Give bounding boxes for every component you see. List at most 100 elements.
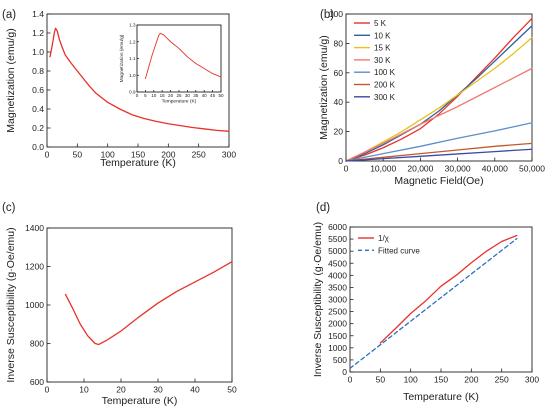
panel-d: 0 50 100 150 200 250 3000500100015002000250030… <box>312 202 539 403</box>
legend-label: 100 K <box>374 68 396 77</box>
y-tick-label: 1000 <box>328 343 347 353</box>
legend-label: 10 K <box>374 31 391 40</box>
x-tick-label: 50 <box>376 375 386 385</box>
series-line-5k <box>345 17 533 162</box>
x-tick-label: 0 <box>45 385 50 395</box>
inset-y-tick-label: 1.2 <box>129 39 136 44</box>
x-tick-label: 30 <box>153 385 163 395</box>
inset-x-tick-label: 5 <box>144 93 147 98</box>
inset-x-tick-label: 20 <box>168 93 174 98</box>
series-line <box>144 32 222 80</box>
inset-x-axis-title: Temperature (K) <box>162 99 197 105</box>
x-axis-title: Magnetic Field(Oe) <box>394 175 483 187</box>
inset-x-tick-label: 50 <box>218 93 224 98</box>
inset-x-tick-label: 35 <box>193 93 199 98</box>
x-tick-label: 0 <box>45 150 50 160</box>
legend-label: 300 K <box>374 93 396 102</box>
inset-x-tick-label: 45 <box>210 93 216 98</box>
inset-plot-frame <box>136 24 222 93</box>
y-tick-label: 2000 <box>328 319 347 329</box>
y-axis-title: Magnetization (emu/g) <box>318 35 330 139</box>
inset-x-tick-label: 15 <box>160 93 166 98</box>
x-tick-label: 100 <box>404 375 418 385</box>
panel-label: (c) <box>2 202 16 214</box>
y-tick-label: 0 <box>342 367 347 377</box>
panel-b: 0 10,000 20,000 30,000 40,000 50,000 0 20 40 60 80… <box>318 9 545 187</box>
y-tick-label: 60 <box>334 68 344 78</box>
series-line-10k <box>345 25 533 162</box>
y-tick-label: 1.0 <box>32 47 44 57</box>
x-tick-label: 50 <box>227 385 237 395</box>
y-axis-title: Inverse Susceptibility (g·Oe/emu) <box>312 222 324 377</box>
y-tick-label: 600 <box>30 377 44 387</box>
y-tick-label: 5500 <box>328 234 347 244</box>
x-tick-label: 300 <box>222 150 236 160</box>
panel-a: 0 50 100 150 200 250 3000.00.20.40.60.81.01.21… <box>2 9 236 169</box>
y-tick-label: 6000 <box>328 222 347 232</box>
inset-x-tick-label: 40 <box>202 93 208 98</box>
inset-y-tick-label: 1.3 <box>129 23 136 28</box>
plot-frame <box>46 13 230 148</box>
inset-y-tick-label: 1.0 <box>129 73 136 78</box>
y-tick-label: 20 <box>334 127 344 137</box>
x-tick-label: 0 <box>344 164 349 174</box>
panel-label: (b) <box>320 9 334 21</box>
series-line-200k <box>345 142 533 162</box>
x-axis-title: Temperature (K) <box>403 391 479 403</box>
x-tick-label: 250 <box>495 375 509 385</box>
x-tick-label: 20,000 <box>407 164 433 174</box>
x-tick-label: 150 <box>434 375 448 385</box>
series-line-fittedcurve <box>349 237 518 370</box>
panel-label: (a) <box>2 9 16 21</box>
x-tick-label: 250 <box>192 150 206 160</box>
series-line-300k <box>345 148 533 162</box>
legend-label: 15 K <box>374 44 391 53</box>
x-tick-label: 30,000 <box>445 164 471 174</box>
series-line-1 <box>379 234 518 344</box>
plot-frame <box>46 227 233 383</box>
y-tick-label: 800 <box>30 339 44 349</box>
y-tick-label: 0.6 <box>32 85 44 95</box>
legend-label: 1/χ <box>378 234 390 243</box>
x-tick-label: 10,000 <box>370 164 396 174</box>
y-tick-label: 0.2 <box>32 123 44 133</box>
inset-y-tick-label: 0.9 <box>129 90 136 95</box>
y-tick-label: 0.0 <box>32 142 44 152</box>
y-tick-label: 3000 <box>328 295 347 305</box>
y-axis-title: Magnetization (emu/g) <box>5 28 17 132</box>
y-tick-label: 1000 <box>25 300 44 310</box>
y-tick-label: 1200 <box>25 262 44 272</box>
x-axis-title: Temperature (K) <box>100 157 176 169</box>
x-tick-label: 150 <box>131 150 145 160</box>
x-tick-label: 300 <box>525 375 539 385</box>
legend-label: 30 K <box>374 56 391 65</box>
series-line-100k <box>345 122 533 162</box>
x-tick-label: 40,000 <box>482 164 508 174</box>
y-tick-label: 1.2 <box>32 28 44 38</box>
x-tick-label: 50 <box>73 150 83 160</box>
inset-y-axis-title: Magnetization (emu/g) <box>119 34 125 82</box>
y-tick-label: 40 <box>334 97 344 107</box>
y-tick-label: 1.4 <box>32 9 44 19</box>
legend-label: 5 K <box>374 19 387 28</box>
inset-x-tick-label: 0 <box>136 93 139 98</box>
y-axis-title: Inverse Susceptibility (g·Oe/emu) <box>5 227 17 382</box>
x-axis-title: Temperature (K) <box>102 395 178 407</box>
series-line-30k <box>345 67 533 162</box>
inset-chart: 0 5 10 15 20 25 30 35 40 45 50 0.9 1.0 1.1 1.2 1.3 Tempe… <box>119 23 224 105</box>
panel-label: (d) <box>316 202 330 214</box>
x-tick-label: 100 <box>101 150 115 160</box>
inset-x-tick-label: 30 <box>185 93 191 98</box>
plot-frame <box>345 13 533 162</box>
y-tick-label: 3500 <box>328 282 347 292</box>
x-tick-label: 40 <box>190 385 200 395</box>
y-tick-label: 2500 <box>328 307 347 317</box>
series-line-15k <box>345 36 533 162</box>
legend-label: Fitted curve <box>378 246 420 255</box>
series-line <box>49 27 230 132</box>
legend-label: 200 K <box>374 81 396 90</box>
y-tick-label: 0.8 <box>32 66 44 76</box>
y-tick-label: 500 <box>333 355 347 365</box>
x-tick-label: 200 <box>161 150 175 160</box>
